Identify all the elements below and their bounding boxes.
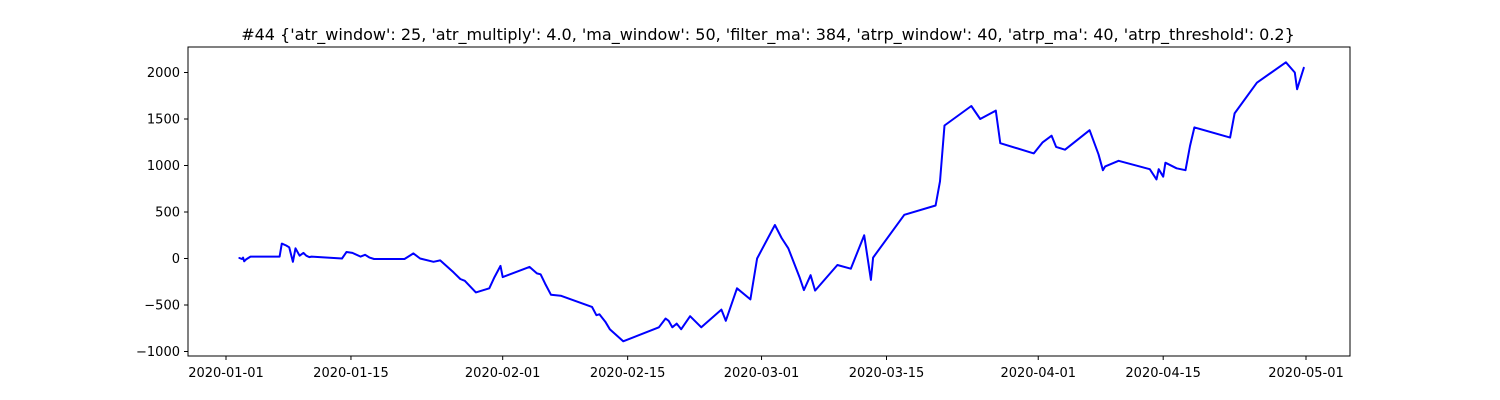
y-tick-label: 1500 — [147, 113, 180, 128]
y-tick-label: −1000 — [136, 345, 180, 360]
x-tick-label: 2020-01-15 — [313, 366, 389, 381]
x-tick-label: 2020-04-01 — [1000, 366, 1076, 381]
plot-area: −1000 −500 0 500 1000 1500 2000 2020-01-01 2020-… — [136, 46, 1351, 381]
y-tick-label: 1000 — [147, 159, 180, 174]
x-tick-label: 2020-03-01 — [724, 366, 800, 381]
x-tick-label: 2020-05-01 — [1268, 366, 1344, 381]
x-tick-label: 2020-03-15 — [849, 366, 925, 381]
y-tick-label: 0 — [172, 252, 180, 267]
x-tick-label: 2020-02-01 — [465, 366, 541, 381]
x-tick-label: 2020-04-15 — [1125, 366, 1201, 381]
x-tick-label: 2020-01-01 — [188, 366, 264, 381]
chart-title: #44 {'atr_window': 25, 'atr_multiply': 4… — [241, 25, 1295, 45]
axes-frame — [187, 46, 1351, 357]
y-tick-label: 500 — [155, 206, 180, 221]
series-line-0 — [238, 61, 1305, 343]
y-tick-label: 2000 — [147, 66, 180, 81]
x-tick-label: 2020-02-15 — [590, 366, 666, 381]
y-tick-label: −500 — [144, 299, 180, 314]
